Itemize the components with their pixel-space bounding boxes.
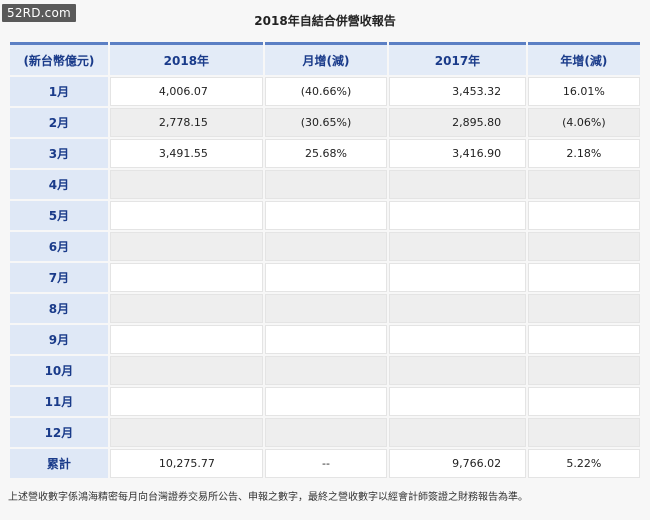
cell-mom [264,325,388,354]
cell-2018 [109,170,263,199]
cell-2018 [109,294,263,323]
cell-2017 [389,294,526,323]
table-body: 1月 4,006.07 (40.66%) 3,453.32 16.01% 2月 2,778.… [10,77,640,478]
row-label: 11月 [10,387,108,416]
cell-yoy: 2.18% [527,139,640,168]
cell-2018 [109,263,263,292]
cell-mom [264,201,388,230]
cell-yoy [527,294,640,323]
table-row: 5月 [10,201,640,230]
table-row: 1月 4,006.07 (40.66%) 3,453.32 16.01% [10,77,640,106]
cell-yoy [527,356,640,385]
table-row: 7月 [10,263,640,292]
cell-yoy [527,418,640,447]
cell-mom [264,356,388,385]
table-row: 9月 [10,325,640,354]
footnote: 上述營收數字係鴻海精密每月向台灣證券交易所公告、申報之數字，最終之營收數字以經會… [8,492,528,503]
header-yoy: 年增(減) [527,42,640,75]
cell-2018: 4,006.07 [109,77,263,106]
header-unit: (新台幣億元) [10,42,108,75]
cell-yoy [527,201,640,230]
cell-2017 [389,232,526,261]
cell-mom: (40.66%) [264,77,388,106]
cell-mom [264,294,388,323]
row-label: 6月 [10,232,108,261]
cell-2018 [109,387,263,416]
cell-2017 [389,356,526,385]
cell-yoy [527,170,640,199]
cell-2017 [389,325,526,354]
table-row: 11月 [10,387,640,416]
header-2018: 2018年 [109,42,263,75]
cell-mom [264,170,388,199]
report-title: 2018年自結合併營收報告 [254,14,396,28]
cell-2018: 2,778.15 [109,108,263,137]
row-label: 2月 [10,108,108,137]
row-label: 1月 [10,77,108,106]
table-row: 12月 [10,418,640,447]
cell-2017 [389,418,526,447]
site-watermark: 52RD.com [2,4,76,22]
header-mom: 月增(減) [264,42,388,75]
table-row: 3月 3,491.55 25.68% 3,416.90 2.18% [10,139,640,168]
cell-2018 [109,201,263,230]
revenue-table: (新台幣億元) 2018年 月增(減) 2017年 年增(減) 1月 4,006.… [8,40,642,480]
row-label: 4月 [10,170,108,199]
cell-mom [264,232,388,261]
cell-yoy [527,387,640,416]
row-label: 3月 [10,139,108,168]
cell-mom [264,387,388,416]
cell-2017: 3,453.32 [389,77,526,106]
cell-mom: -- [264,449,388,478]
row-label: 5月 [10,201,108,230]
row-label: 累計 [10,449,108,478]
cell-mom [264,263,388,292]
row-label: 7月 [10,263,108,292]
cell-2017 [389,387,526,416]
cell-mom: 25.68% [264,139,388,168]
table-row: 8月 [10,294,640,323]
cell-2017: 9,766.02 [389,449,526,478]
cell-yoy [527,263,640,292]
cell-2017: 2,895.80 [389,108,526,137]
cell-2018: 10,275.77 [109,449,263,478]
cell-mom [264,418,388,447]
cell-2017 [389,201,526,230]
cell-2017: 3,416.90 [389,139,526,168]
table-row: 2月 2,778.15 (30.65%) 2,895.80 (4.06%) [10,108,640,137]
cell-2018 [109,418,263,447]
cell-yoy [527,232,640,261]
cell-yoy: (4.06%) [527,108,640,137]
row-label: 12月 [10,418,108,447]
cell-mom: (30.65%) [264,108,388,137]
table-row: 6月 [10,232,640,261]
cell-2018 [109,325,263,354]
table-row: 累計 10,275.77 -- 9,766.02 5.22% [10,449,640,478]
cell-2017 [389,170,526,199]
header-row: (新台幣億元) 2018年 月增(減) 2017年 年增(減) [10,42,640,75]
table-row: 4月 [10,170,640,199]
row-label: 10月 [10,356,108,385]
row-label: 9月 [10,325,108,354]
cell-yoy: 5.22% [527,449,640,478]
cell-2018 [109,232,263,261]
header-2017: 2017年 [389,42,526,75]
cell-2017 [389,263,526,292]
revenue-table-container: (新台幣億元) 2018年 月增(減) 2017年 年增(減) 1月 4,006.… [8,40,642,480]
row-label: 8月 [10,294,108,323]
table-row: 10月 [10,356,640,385]
cell-yoy [527,325,640,354]
cell-yoy: 16.01% [527,77,640,106]
cell-2018: 3,491.55 [109,139,263,168]
cell-2018 [109,356,263,385]
